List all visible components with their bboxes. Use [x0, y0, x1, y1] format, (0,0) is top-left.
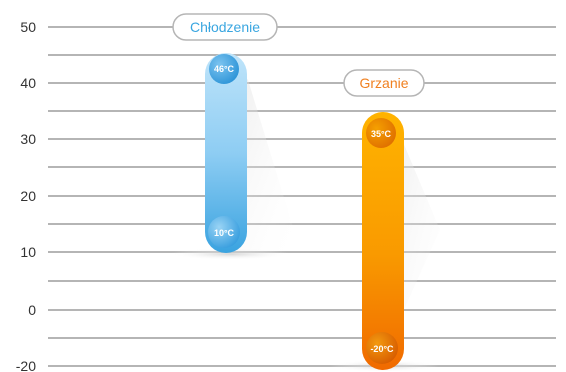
cooling-label-pill [172, 13, 278, 41]
y-tick-label: 20 [20, 188, 36, 204]
cooling-bar [205, 53, 247, 253]
heating-low-label: -20°C [370, 344, 394, 354]
heating-high-label: 35°C [371, 129, 392, 139]
y-tick-label: 30 [20, 131, 36, 147]
cooling-high-label: 46°C [214, 64, 235, 74]
cooling-label-text: Chłodzenie [190, 19, 260, 35]
heating-label-pill [343, 69, 425, 97]
y-tick-label: 40 [20, 75, 36, 91]
grid-lines [48, 26, 556, 367]
cooling-low-marker [208, 216, 240, 248]
heating-range-bar: 35°C -20°C [329, 112, 440, 372]
y-axis: 50 40 30 20 10 0 -20 [16, 19, 36, 372]
cooling-range-bar: 46°C 10°C [170, 53, 300, 260]
y-tick-label: 10 [20, 244, 36, 260]
cooling-high-marker [209, 54, 239, 84]
heating-label-text: Grzanie [359, 75, 408, 91]
heating-low-marker [366, 332, 398, 364]
heating-bar [362, 112, 404, 370]
cooling-series-label: Chłodzenie [172, 13, 278, 41]
cooling-low-label: 10°C [214, 228, 235, 238]
heating-high-marker [366, 118, 396, 148]
heating-series-label: Grzanie [343, 69, 425, 97]
y-tick-label: 50 [20, 19, 36, 35]
y-tick-label: -20 [16, 358, 36, 372]
cooling-floor-shadow [170, 248, 290, 260]
y-tick-label: 0 [28, 302, 36, 318]
